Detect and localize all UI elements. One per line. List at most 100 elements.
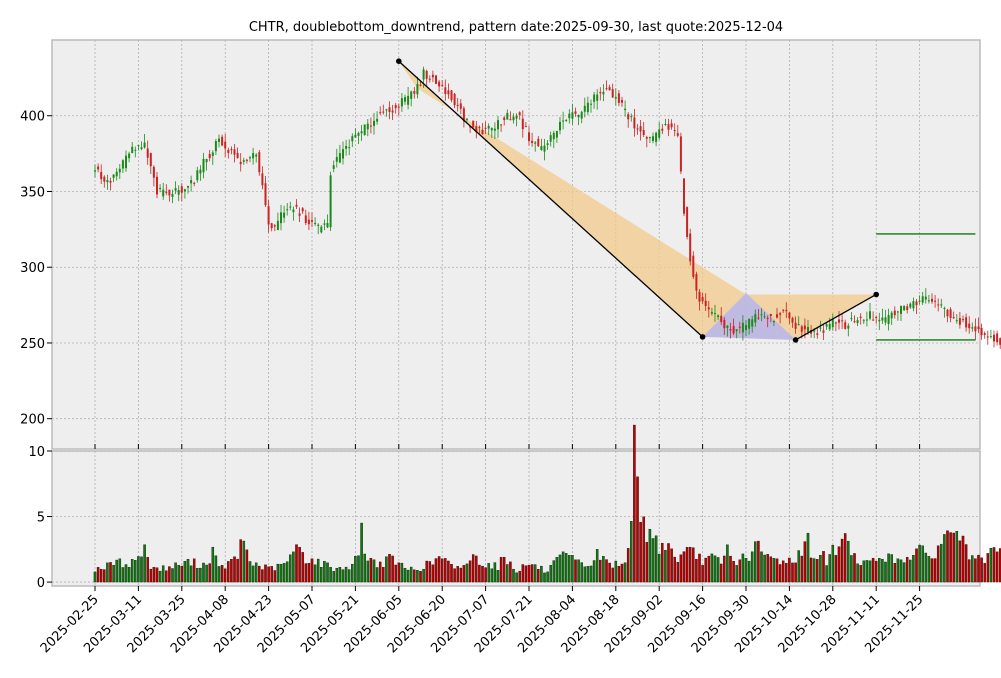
candle-body xyxy=(224,141,227,149)
volume-bar xyxy=(868,560,872,583)
candle-body xyxy=(137,145,140,147)
volume-bar xyxy=(819,555,822,583)
candle-body xyxy=(115,171,118,177)
volume-bar xyxy=(614,560,618,583)
volume-bar xyxy=(862,560,866,583)
price-panel xyxy=(51,39,981,450)
candle-body xyxy=(345,146,348,149)
candle-body xyxy=(354,134,357,138)
volume-bar xyxy=(574,559,577,583)
volume-bar xyxy=(837,546,841,583)
volume-bar xyxy=(586,566,590,583)
volume-bar xyxy=(698,553,701,583)
volume-bar xyxy=(329,567,332,583)
volume-bar xyxy=(437,556,441,583)
volume-bar xyxy=(208,563,211,583)
pattern-point xyxy=(792,337,799,343)
candle-body xyxy=(351,136,354,142)
volume-bar xyxy=(682,551,686,583)
candle-body xyxy=(745,325,747,331)
volume-bar xyxy=(366,560,370,583)
volume-bar xyxy=(788,557,791,583)
volume-bar xyxy=(124,564,128,583)
volume-bar xyxy=(750,551,754,583)
volume-bar xyxy=(633,424,636,583)
candle-body xyxy=(165,191,168,193)
volume-bars xyxy=(93,424,1001,583)
volume-bar xyxy=(276,563,280,583)
price-tick-label: 300 xyxy=(20,261,45,276)
volume-bar xyxy=(890,554,893,583)
candle-body xyxy=(549,135,552,142)
volume-bar xyxy=(834,555,838,583)
volume-bar xyxy=(509,561,512,583)
candle-body xyxy=(515,115,518,119)
volume-bar xyxy=(878,558,881,583)
price-tick-label: 250 xyxy=(20,337,45,352)
volume-bar xyxy=(251,565,255,583)
candle-body xyxy=(965,317,968,328)
candle-body xyxy=(205,158,208,163)
candle-body xyxy=(751,319,754,327)
volume-bar xyxy=(316,558,320,583)
candle-body xyxy=(822,330,825,333)
volume-bar xyxy=(475,555,478,583)
volume-bar xyxy=(812,558,816,583)
volume-bar xyxy=(744,558,748,583)
candle-body xyxy=(366,123,369,130)
candle-body xyxy=(314,222,317,224)
volume-bar xyxy=(676,562,680,583)
volume-bar xyxy=(840,538,844,583)
volume-bar xyxy=(881,558,884,583)
volume-bar xyxy=(112,565,115,583)
candle-body xyxy=(211,152,214,156)
candle-body xyxy=(636,128,639,130)
volume-bar xyxy=(130,559,134,583)
volume-bar xyxy=(549,565,552,583)
volume-bar xyxy=(766,554,769,583)
volume-bar xyxy=(152,567,156,583)
volume-bar xyxy=(564,553,568,583)
volume-bar xyxy=(915,548,918,583)
candle-body xyxy=(776,314,778,318)
volume-bar xyxy=(723,555,726,583)
candle-body xyxy=(621,99,623,103)
candle-body xyxy=(782,309,785,311)
volume-bar xyxy=(440,558,444,583)
candle-body xyxy=(453,93,456,106)
candle-body xyxy=(906,306,909,310)
candle-body xyxy=(574,111,577,114)
candle-body xyxy=(633,117,636,129)
candle-body xyxy=(884,317,887,323)
candle-body xyxy=(605,88,608,90)
price-tick-label: 200 xyxy=(20,413,45,428)
candle-body xyxy=(242,160,245,162)
volume-bar xyxy=(605,559,608,583)
candle-body xyxy=(537,138,540,147)
candle-body xyxy=(565,120,568,122)
volume-bar xyxy=(378,561,382,583)
candle-body xyxy=(986,336,989,338)
candle-body xyxy=(847,325,850,329)
candle-body xyxy=(518,112,521,116)
candle-body xyxy=(524,126,527,128)
candle-body xyxy=(909,303,912,308)
volume-bar xyxy=(769,556,773,583)
volume-bar xyxy=(499,557,503,583)
volume-bar xyxy=(803,541,807,583)
candle-body xyxy=(707,307,710,310)
candle-body xyxy=(357,132,360,136)
candle-body xyxy=(221,136,224,146)
volume-bar xyxy=(667,543,670,583)
candle-body xyxy=(729,329,732,331)
candle-body xyxy=(893,310,896,316)
candle-body xyxy=(896,311,899,313)
candle-body xyxy=(661,128,664,131)
pattern-point xyxy=(396,58,402,65)
volume-bar xyxy=(465,563,469,583)
volume-bar xyxy=(177,565,180,583)
candle-body xyxy=(552,132,555,140)
volume-bar xyxy=(230,559,233,583)
candle-body xyxy=(689,233,692,262)
chart-title: CHTR, doublebottom_downtrend, pattern da… xyxy=(249,20,783,35)
